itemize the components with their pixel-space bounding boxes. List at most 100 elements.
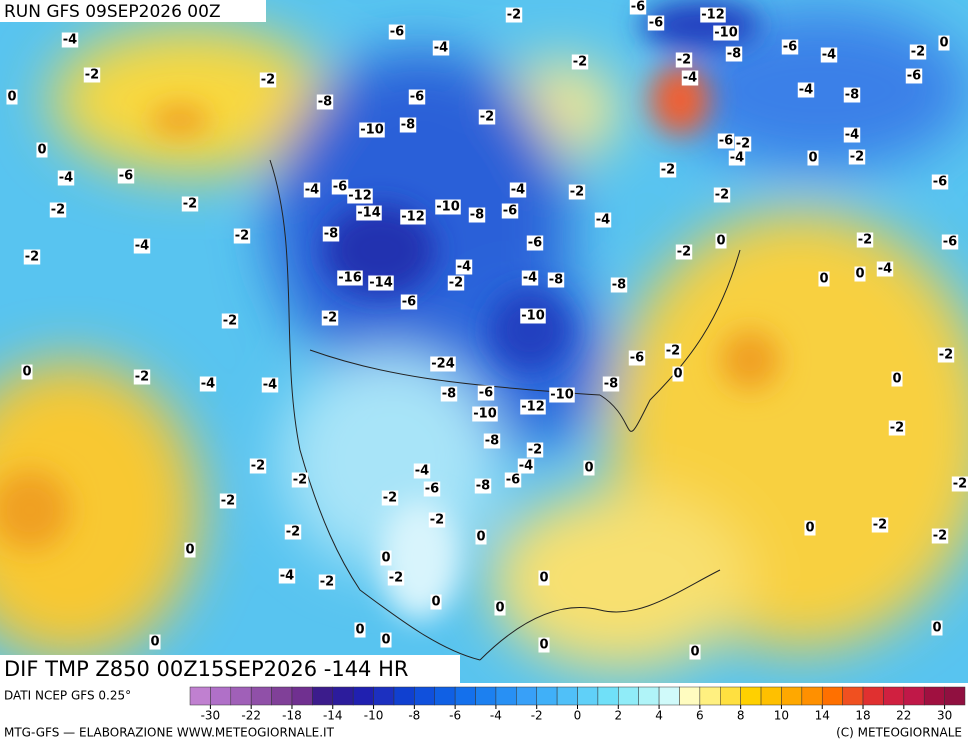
contour-label: -4 — [730, 151, 744, 166]
contour-label: -8 — [845, 88, 859, 103]
label-box — [505, 7, 523, 23]
contour-label: 0 — [381, 551, 390, 566]
colorbar-swatch — [516, 686, 537, 706]
label-box — [303, 182, 321, 198]
contour-label: -4 — [457, 260, 471, 275]
contour-label: -4 — [305, 183, 319, 198]
label-box — [938, 35, 950, 51]
colorbar-swatch — [536, 686, 558, 706]
label-box — [517, 458, 535, 474]
contour-label: -2 — [235, 229, 249, 244]
contour-label: -6 — [503, 204, 517, 219]
label-box — [133, 369, 151, 385]
label-box — [891, 371, 903, 387]
label-box — [547, 272, 565, 288]
contour-label: -8 — [401, 118, 415, 133]
colorbar-label: 14 — [815, 709, 830, 723]
contour-label: 0 — [476, 530, 485, 545]
contour-label: -4 — [511, 183, 525, 198]
contour-label: -2 — [286, 525, 300, 540]
contour-label: -4 — [523, 271, 537, 286]
label-box — [521, 270, 539, 286]
contour-label: -2 — [911, 45, 925, 60]
label-box — [423, 481, 441, 497]
contour-label: -2 — [570, 185, 584, 200]
contour-label: -6 — [506, 473, 520, 488]
contour-label: -8 — [318, 95, 332, 110]
label-box — [820, 47, 838, 63]
label-box — [602, 376, 620, 392]
label-box — [408, 89, 426, 105]
contour-label: -12 — [521, 400, 545, 415]
contour-label: 0 — [819, 272, 828, 287]
label-box — [941, 234, 959, 250]
label-box — [432, 40, 450, 56]
colorbar-label: 0 — [574, 709, 582, 723]
contour-label: -6 — [528, 236, 542, 251]
colorbar-swatch — [760, 686, 782, 706]
contour-label: -2 — [480, 110, 494, 125]
contour-label: -2 — [666, 344, 680, 359]
label-box — [804, 520, 816, 536]
colorbar-swatch — [393, 686, 415, 706]
label-box — [888, 420, 906, 436]
contour-label: -6 — [943, 235, 957, 250]
label-box — [937, 347, 955, 363]
colorbar-swatch — [352, 686, 374, 706]
contour-label: -2 — [507, 8, 521, 23]
label-box — [249, 458, 267, 474]
colorbar-swatch — [781, 686, 803, 706]
colorbar-swatch — [189, 686, 211, 706]
label-box — [49, 202, 67, 218]
colorbar-swatch — [801, 686, 823, 706]
colorbar-swatch — [679, 686, 701, 706]
colorbar-label: -6 — [449, 709, 461, 723]
contour-label: -4 — [878, 262, 892, 277]
label-box — [526, 442, 544, 458]
label-box — [61, 32, 79, 48]
colorbar-label: -22 — [241, 709, 261, 723]
colorbar-swatch — [434, 686, 456, 706]
label-box — [672, 366, 684, 382]
contour-label: -2 — [661, 163, 675, 178]
contour-label: -2 — [221, 494, 235, 509]
label-box — [291, 472, 309, 488]
contour-label: -4 — [415, 464, 429, 479]
colorbar-swatch — [597, 686, 619, 706]
label-box — [848, 149, 866, 165]
contour-label: -2 — [251, 459, 265, 474]
label-box — [647, 15, 665, 31]
contour-label: -6 — [783, 40, 797, 55]
label-box — [583, 460, 595, 476]
contour-label: -10 — [521, 309, 545, 324]
contour-label: -2 — [389, 571, 403, 586]
colorbar-swatch — [842, 686, 864, 706]
label-box — [117, 168, 135, 184]
colorbar-label: 8 — [737, 709, 745, 723]
label-box — [931, 620, 943, 636]
contour-label: -6 — [479, 386, 493, 401]
contour-label: 0 — [539, 638, 548, 653]
contour-label: -2 — [383, 491, 397, 506]
contour-label: -4 — [59, 171, 73, 186]
label-box — [876, 261, 894, 277]
label-box — [347, 188, 373, 204]
colorbar-swatch — [658, 686, 680, 706]
contour-label: -8 — [476, 479, 490, 494]
colorbar-swatch — [230, 686, 252, 706]
source: DATI NCEP GFS 0.25° — [4, 689, 131, 703]
label-box — [843, 87, 861, 103]
label-box — [455, 259, 473, 275]
label-box — [494, 600, 506, 616]
colorbar-swatch — [821, 686, 843, 706]
contour-label: -8 — [442, 387, 456, 402]
colorbar-swatch — [210, 686, 232, 706]
contour-label: -6 — [630, 351, 644, 366]
colorbar-swatch — [495, 686, 517, 706]
contour-label: -2 — [85, 68, 99, 83]
label-box — [713, 187, 731, 203]
contour-label: 0 — [185, 543, 194, 558]
label-box — [399, 117, 417, 133]
label-box — [181, 196, 199, 212]
label-box — [321, 310, 339, 326]
